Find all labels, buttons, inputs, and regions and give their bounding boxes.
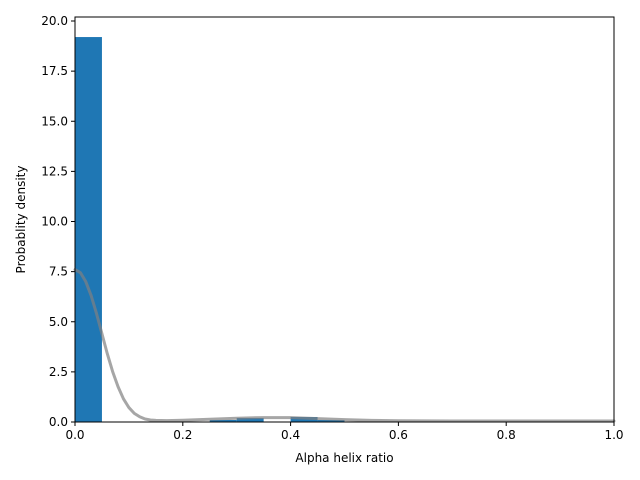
- y-tick-label: 20.0: [41, 14, 68, 28]
- plot-frame: [74, 16, 615, 423]
- histogram-bars: [75, 37, 345, 423]
- histogram-bar: [75, 37, 102, 423]
- y-axis-label: Probablity density: [14, 166, 28, 274]
- x-axis-ticks: 0.0 0.2 0.4 0.6 0.8 1.0: [65, 422, 624, 442]
- x-tick-label: 0.0: [65, 428, 84, 442]
- histogram-bar: [317, 419, 345, 422]
- y-tick-label: 0.0: [49, 415, 68, 429]
- x-tick-label: 0.2: [173, 428, 192, 442]
- y-tick-label: 7.5: [49, 265, 68, 279]
- y-tick-label: 15.0: [41, 114, 68, 128]
- x-tick-label: 0.8: [497, 428, 516, 442]
- histogram-bar: [236, 417, 264, 422]
- y-tick-label: 12.5: [41, 164, 68, 178]
- x-tick-label: 0.4: [281, 428, 300, 442]
- y-tick-label: 10.0: [41, 215, 68, 229]
- y-tick-label: 5.0: [49, 315, 68, 329]
- x-tick-label: 0.6: [389, 428, 408, 442]
- y-tick-label: 17.5: [41, 64, 68, 78]
- kde-line: [73, 268, 616, 423]
- x-axis-label: Alpha helix ratio: [295, 451, 393, 465]
- y-tick-label: 2.5: [49, 365, 68, 379]
- histogram-bar: [209, 419, 237, 422]
- y-axis-ticks: 0.0 2.5 5.0 7.5 10.0 12.5 15.0 17.5 20.0: [41, 14, 75, 429]
- kde-curve-group: [73, 268, 616, 423]
- x-tick-label: 1.0: [604, 428, 623, 442]
